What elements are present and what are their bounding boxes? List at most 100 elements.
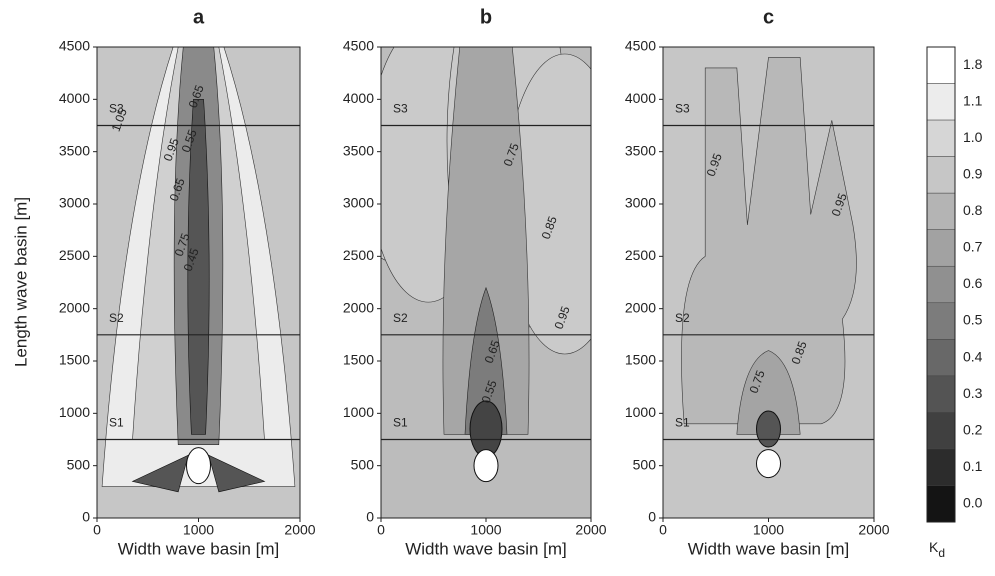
colorbar-label: 0.4 <box>963 348 983 364</box>
y-tick-label: 500 <box>351 456 375 472</box>
y-tick-label: 2500 <box>343 247 374 263</box>
y-tick-label: 2000 <box>343 299 374 315</box>
shading <box>663 47 874 518</box>
panel-title: b <box>480 6 492 28</box>
contour-region <box>681 57 857 425</box>
colorbar-label: 1.8 <box>963 56 983 72</box>
contour-region <box>756 449 781 479</box>
contour-region <box>464 286 508 435</box>
section-label: S1 <box>393 416 408 430</box>
panel: cS1S2S30.950.950.850.7505001000150020002… <box>625 6 890 558</box>
section-label: S1 <box>675 416 690 430</box>
contour-region <box>187 99 210 435</box>
x-tick-label: 2000 <box>858 522 889 538</box>
colorbar-label: 0.5 <box>963 312 983 328</box>
panel: bS1S2S30.750.850.950.650.550500100015002… <box>343 6 607 558</box>
y-tick-label: 1500 <box>625 352 656 368</box>
colorbar-title-main: K <box>929 539 939 555</box>
section-label: S3 <box>675 102 690 116</box>
colorbar-label: 0.6 <box>963 275 983 291</box>
panel-title: a <box>193 6 205 28</box>
y-tick-label: 4500 <box>343 38 374 54</box>
x-axis-label: Width wave basin [m] <box>688 539 850 558</box>
y-tick-label: 500 <box>633 456 657 472</box>
x-tick-label: 1000 <box>753 522 784 538</box>
x-axis-label: Width wave basin [m] <box>405 539 567 558</box>
colorbar-cell <box>926 448 956 486</box>
panel-title: c <box>763 6 774 28</box>
y-tick-label: 1000 <box>625 404 656 420</box>
y-tick-label: 1500 <box>343 352 374 368</box>
colorbar-label: 0.1 <box>963 458 983 474</box>
y-tick-label: 4000 <box>59 90 90 106</box>
colorbar-cell <box>926 375 956 413</box>
colorbar-cell <box>926 229 956 267</box>
contour-region <box>473 449 499 483</box>
x-tick-label: 0 <box>377 522 385 538</box>
y-tick-label: 0 <box>366 509 374 525</box>
y-tick-label: 0 <box>648 509 656 525</box>
y-tick-label: 1500 <box>59 352 90 368</box>
y-tick-label: 1000 <box>343 404 374 420</box>
x-tick-label: 0 <box>93 522 101 538</box>
x-axis-label: Width wave basin [m] <box>118 539 280 558</box>
colorbar: 1.8 1.1 1.0 0.9 0.8 0.7 0.6 0.5 0.4 0.3 0.2 0.1 0.0 K… <box>926 46 983 560</box>
contour-region <box>131 454 266 493</box>
colorbar-cell <box>926 192 956 230</box>
colorbar-cell <box>926 156 956 194</box>
colorbar-label: 0.2 <box>963 421 983 437</box>
section-label: S1 <box>109 416 124 430</box>
y-tick-label: 2000 <box>625 299 656 315</box>
y-tick-label: 3500 <box>625 142 656 158</box>
x-tick-label: 2000 <box>575 522 606 538</box>
section-label: S3 <box>109 102 124 116</box>
section-label: S3 <box>393 102 408 116</box>
y-tick-label: 3000 <box>343 195 374 211</box>
y-tick-label: 2500 <box>59 247 90 263</box>
colorbar-cell <box>926 339 956 377</box>
colorbar-cell <box>926 265 956 304</box>
y-tick-label: 3500 <box>343 142 374 158</box>
colorbar-label: 0.9 <box>963 166 983 182</box>
contour-region <box>469 400 503 458</box>
y-tick-label: 4000 <box>343 90 374 106</box>
contour-region <box>756 410 781 448</box>
y-tick-label: 2500 <box>625 247 656 263</box>
y-tick-label: 3000 <box>625 195 656 211</box>
section-label: S2 <box>109 311 124 325</box>
colorbar-label: 0.3 <box>963 385 983 401</box>
y-axis-label: Length wave basin [m] <box>11 197 30 367</box>
contour-region <box>442 47 530 435</box>
colorbar-label: 1.1 <box>963 93 983 109</box>
y-tick-label: 1000 <box>59 404 90 420</box>
x-tick-label: 2000 <box>284 522 315 538</box>
colorbar-cell <box>926 302 956 340</box>
y-tick-label: 4000 <box>625 90 656 106</box>
colorbar-label: 0.8 <box>963 202 983 218</box>
colorbar-label: 1.0 <box>963 129 983 145</box>
colorbar-label: 0.0 <box>963 494 983 510</box>
colorbar-cell <box>926 485 956 523</box>
x-tick-label: 1000 <box>470 522 501 538</box>
colorbar-cell <box>926 83 956 121</box>
y-tick-label: 0 <box>82 509 90 525</box>
shading <box>381 47 591 518</box>
y-tick-label: 3000 <box>59 195 90 211</box>
section-label: S2 <box>393 311 408 325</box>
y-tick-label: 4500 <box>59 38 90 54</box>
colorbar-cell <box>926 119 956 157</box>
colorbar-cell <box>926 46 956 84</box>
y-tick-label: 4500 <box>625 38 656 54</box>
contour-region <box>186 447 211 485</box>
y-tick-label: 500 <box>67 456 91 472</box>
x-tick-label: 1000 <box>183 522 214 538</box>
y-tick-label: 2000 <box>59 299 90 315</box>
colorbar-frame <box>926 46 956 523</box>
colorbar-title: Kd <box>929 539 945 560</box>
y-tick-label: 3500 <box>59 142 90 158</box>
colorbar-label: 0.7 <box>963 239 983 255</box>
colorbar-title-sub: d <box>938 546 945 560</box>
